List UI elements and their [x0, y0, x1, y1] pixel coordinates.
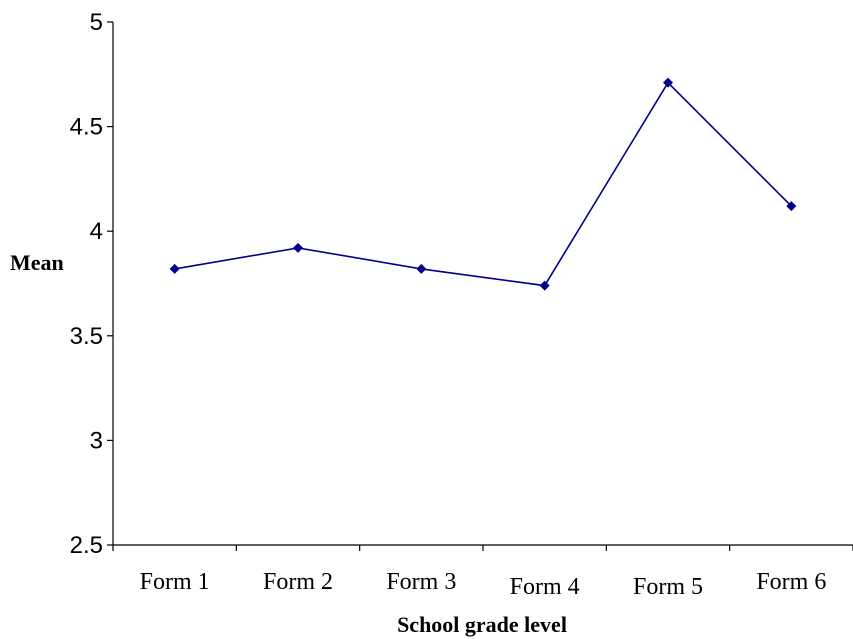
x-category-label: Form 4	[510, 574, 580, 600]
y-tick-label: 5	[90, 9, 103, 36]
data-point-marker	[293, 242, 303, 253]
series-line	[174, 81, 792, 287]
data-point-marker	[169, 263, 180, 274]
data-point-marker	[539, 280, 550, 291]
series-markers	[169, 77, 797, 291]
y-axis-title: Mean	[10, 250, 64, 275]
x-axis-title: School grade level	[397, 612, 567, 637]
x-category-label: Form 2	[263, 569, 333, 595]
x-category-label: Form 1	[140, 569, 210, 595]
data-point-marker	[416, 263, 427, 274]
y-tick-label: 3.5	[70, 323, 103, 350]
x-axis-ticks: Form 1 Form 2 Form 3 Form 4 Form 5 Form 6	[112, 545, 853, 600]
y-tick-label: 4.5	[70, 114, 103, 141]
y-tick-label: 4	[90, 218, 103, 245]
y-axis-ticks: 2.5 3 3.5 4 4.5 5	[70, 9, 113, 559]
y-tick-label: 2.5	[70, 532, 103, 559]
data-point-marker	[663, 77, 673, 88]
y-tick-label: 3	[90, 427, 103, 454]
x-category-label: Form 3	[386, 569, 456, 595]
x-category-label: Form 5	[633, 574, 703, 600]
x-category-label: Form 6	[756, 569, 826, 595]
data-point-marker	[786, 201, 797, 212]
